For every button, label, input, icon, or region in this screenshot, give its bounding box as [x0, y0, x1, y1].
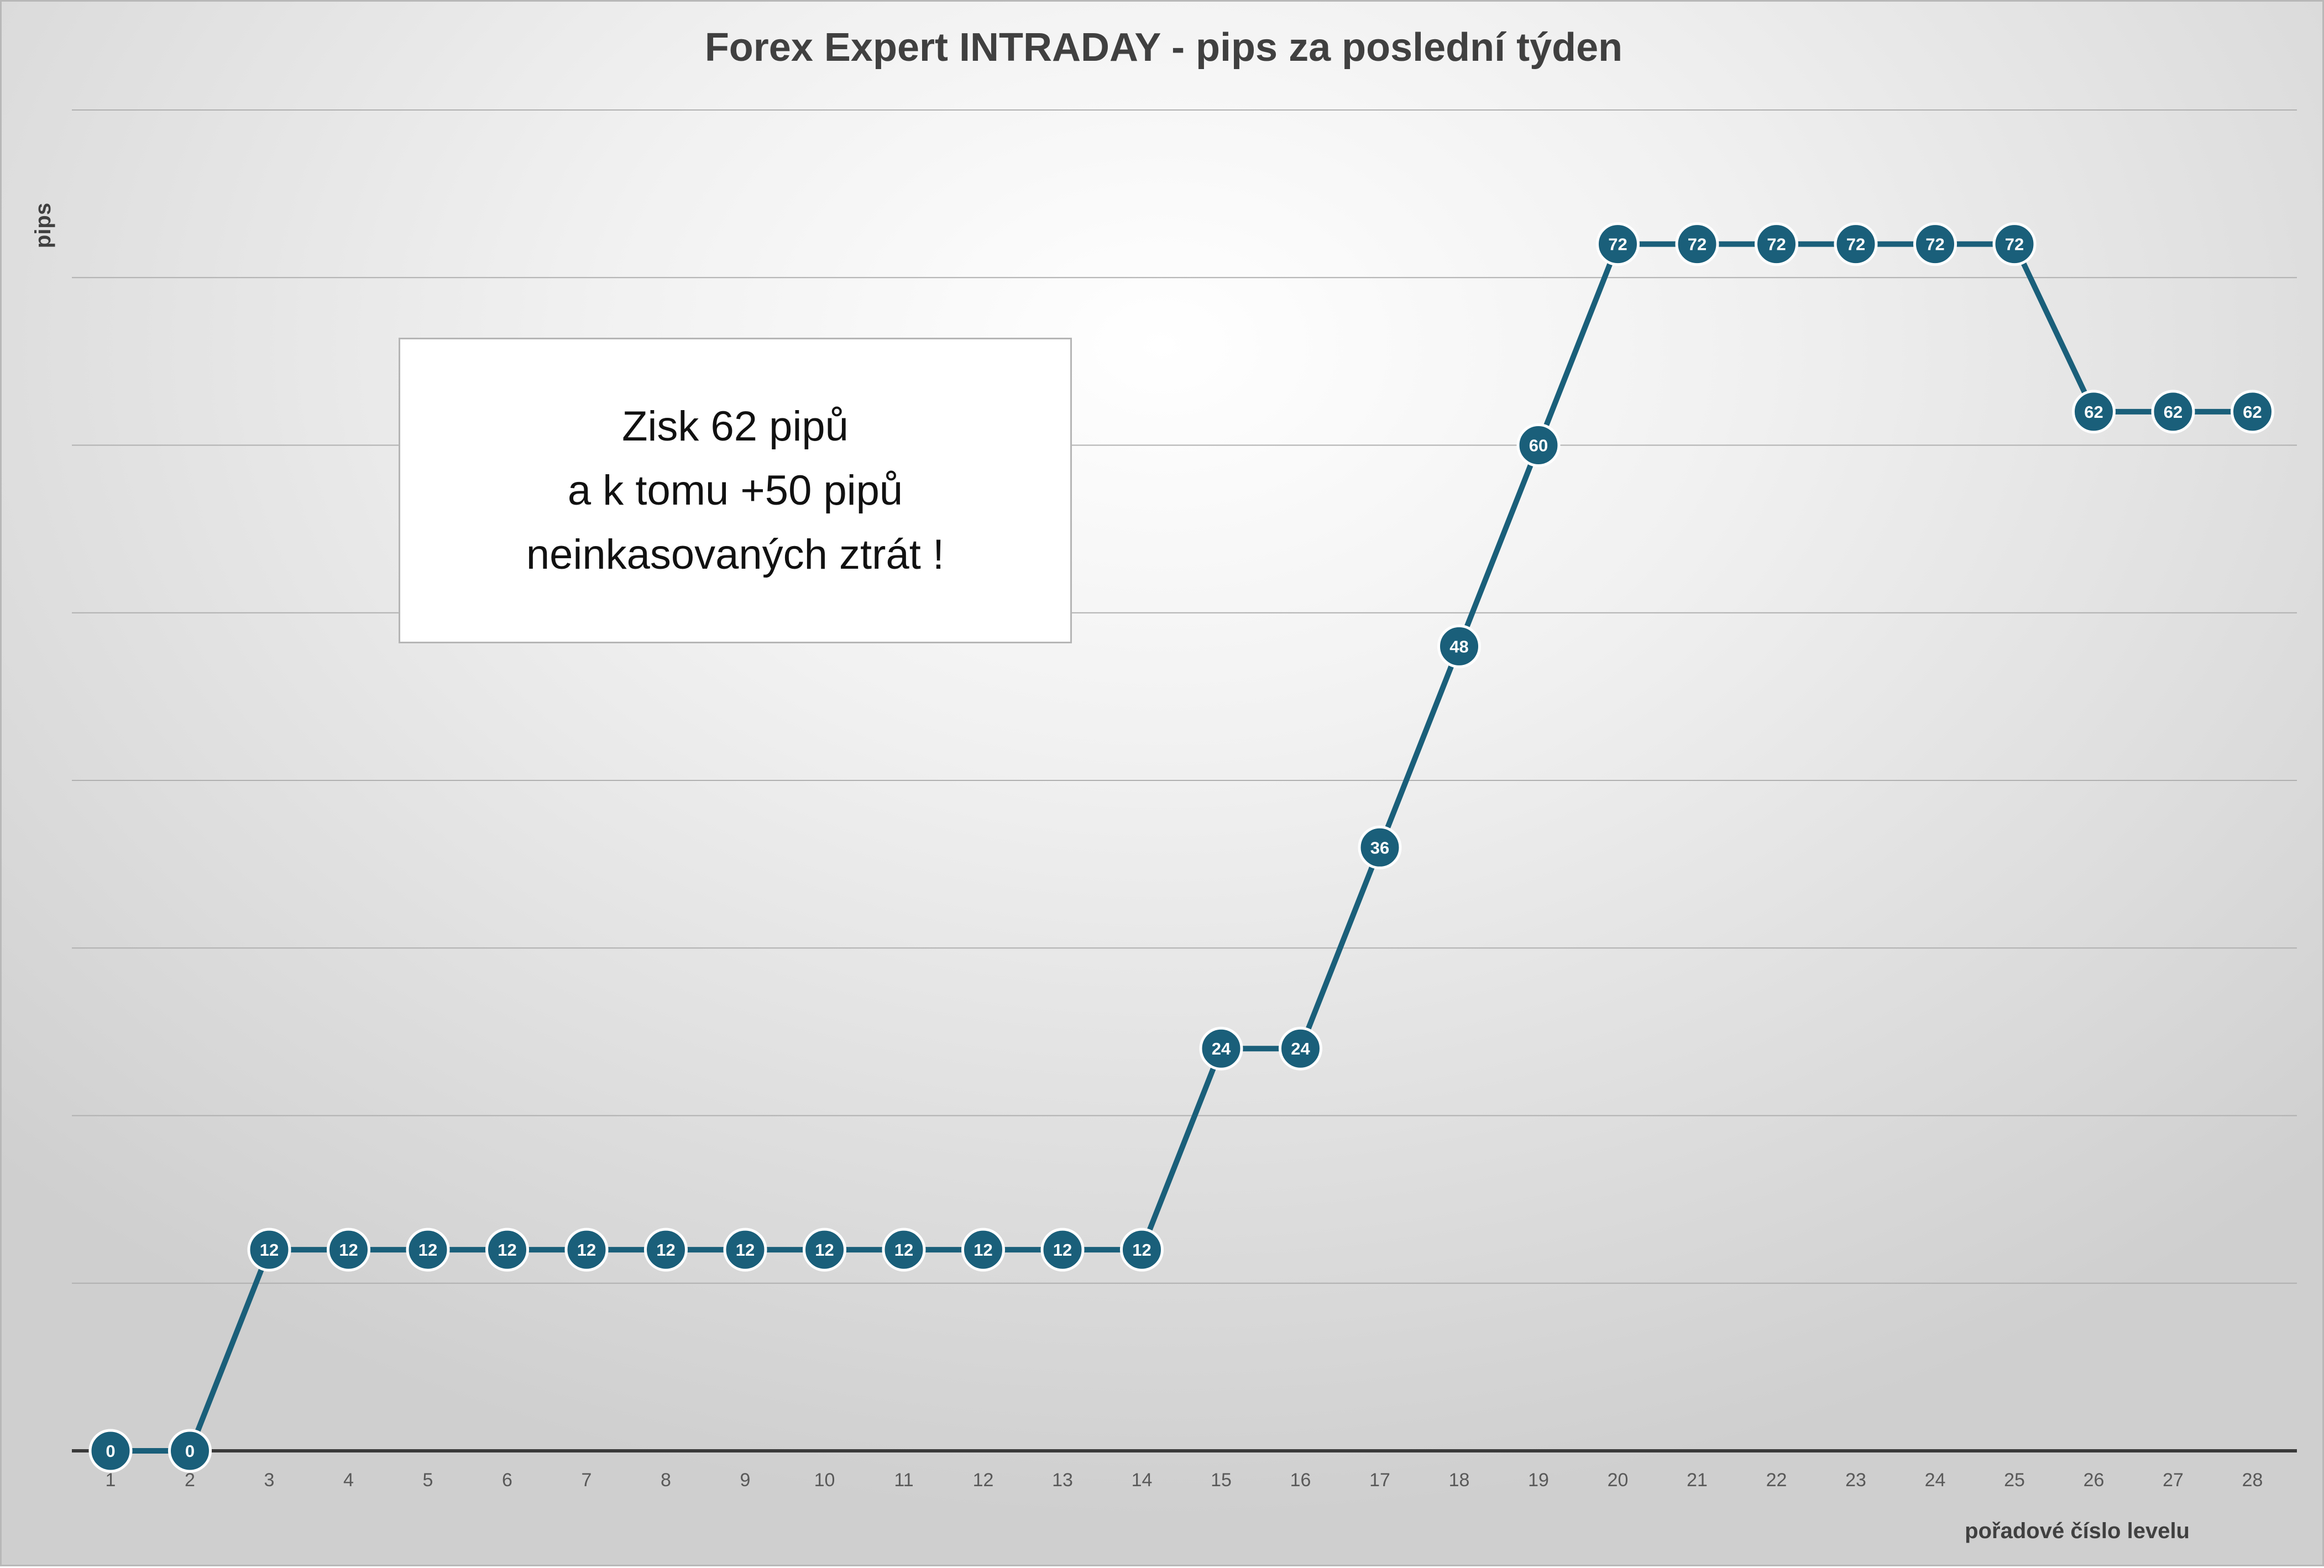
annotation-line-3: neinkasovaných ztrát ! [526, 531, 945, 578]
data-label: 12 [815, 1240, 834, 1260]
data-point [803, 1228, 846, 1272]
x-tick-label: 4 [343, 1470, 354, 1491]
data-point [2072, 390, 2116, 434]
data-label: 12 [1132, 1240, 1151, 1260]
x-tick-label: 20 [1608, 1470, 1629, 1491]
data-label: 12 [894, 1240, 913, 1260]
chart-title: Forex Expert INTRADAY - pips za poslední… [705, 25, 1622, 70]
data-point [1279, 1026, 1322, 1071]
data-point [168, 1429, 212, 1473]
data-point [1992, 222, 2037, 266]
annotation-box: Zisk 62 pipů a k tomu +50 pipů neinkasov… [399, 338, 1072, 643]
x-tick-label: 26 [2084, 1470, 2105, 1491]
data-label: 12 [736, 1240, 755, 1260]
data-point [564, 1228, 609, 1272]
data-point [644, 1228, 688, 1272]
data-label: 72 [2005, 235, 2024, 254]
data-label: 62 [2084, 402, 2103, 422]
x-tick-label: 19 [1528, 1470, 1549, 1491]
x-tick-label: 14 [1132, 1470, 1153, 1491]
x-tick-label: 18 [1449, 1470, 1470, 1491]
x-tick-label: 16 [1290, 1470, 1311, 1491]
data-point [1437, 624, 1481, 668]
data-point [1516, 423, 1561, 467]
x-tick-label: 10 [814, 1470, 835, 1491]
x-tick-label: 23 [1845, 1470, 1866, 1491]
data-label: 0 [185, 1441, 195, 1461]
data-label: 48 [1449, 637, 1468, 656]
data-point [723, 1228, 767, 1272]
x-tick-label: 12 [973, 1470, 994, 1491]
x-axis-label: pořadové číslo levelu [1965, 1519, 2190, 1543]
x-tick-label: 6 [502, 1470, 512, 1491]
data-label: 12 [418, 1240, 437, 1260]
data-label: 0 [106, 1441, 115, 1461]
x-tick-label: 22 [1766, 1470, 1787, 1491]
data-label: 12 [577, 1240, 596, 1260]
data-point [1596, 222, 1640, 266]
data-label: 72 [1767, 235, 1786, 254]
x-tick-label: 2 [185, 1470, 195, 1491]
data-label: 12 [1053, 1240, 1072, 1260]
data-point [1120, 1228, 1164, 1272]
data-point [1834, 222, 1878, 266]
x-tick-label: 27 [2163, 1470, 2184, 1491]
x-tick-label: 25 [2004, 1470, 2025, 1491]
data-label: 62 [2243, 402, 2262, 422]
data-point [485, 1228, 529, 1272]
data-point [406, 1228, 450, 1272]
x-tick-label: 28 [2242, 1470, 2263, 1491]
data-point [88, 1429, 133, 1473]
x-tick-label: 21 [1687, 1470, 1708, 1491]
data-point [1755, 222, 1798, 266]
x-tick-label: 8 [661, 1470, 671, 1491]
data-label: 72 [1925, 235, 1944, 254]
data-point [1199, 1026, 1243, 1071]
data-label: 72 [1608, 235, 1627, 254]
data-label: 60 [1529, 436, 1548, 455]
x-tick-label: 17 [1369, 1470, 1390, 1491]
data-label: 62 [2164, 402, 2182, 422]
data-label: 24 [1212, 1039, 1231, 1058]
data-point [247, 1228, 291, 1272]
x-tick-labels: 1 2 3 4 5 6 7 8 9 10 11 12 13 14 15 16 17 18 19 20 21 22 23 24 2… [106, 1470, 2263, 1491]
data-point [1913, 222, 1957, 266]
x-tick-label: 13 [1052, 1470, 1073, 1491]
data-point [1358, 825, 1402, 869]
series-layer: 0 0 12 12 12 12 12 12 12 12 12 12 12 12 24 24 36 48 60 72 72… [88, 222, 2274, 1473]
data-point [2151, 390, 2195, 434]
series-line [111, 241, 2253, 1454]
x-tick-label: 9 [740, 1470, 751, 1491]
x-tick-label: 15 [1211, 1470, 1232, 1491]
x-tick-label: 5 [423, 1470, 433, 1491]
annotation-line-1: Zisk 62 pipů [622, 402, 849, 450]
data-point [1040, 1228, 1085, 1272]
data-label: 72 [1846, 235, 1865, 254]
data-point [882, 1228, 926, 1272]
annotation-line-2: a k tomu +50 pipů [567, 466, 903, 514]
x-tick-label: 11 [894, 1470, 913, 1491]
data-label: 12 [260, 1240, 279, 1260]
y-axis-label: pips [31, 203, 55, 248]
data-label: 36 [1370, 838, 1389, 857]
x-tick-label: 7 [582, 1470, 592, 1491]
x-tick-label: 24 [1925, 1470, 1946, 1491]
x-tick-label: 3 [264, 1470, 275, 1491]
data-point [2231, 390, 2274, 434]
data-point [327, 1228, 370, 1272]
data-label: 12 [339, 1240, 358, 1260]
data-label: 72 [1688, 235, 1707, 254]
data-label: 24 [1291, 1039, 1310, 1058]
data-point [961, 1228, 1005, 1272]
data-point [1675, 222, 1719, 266]
data-label: 12 [973, 1240, 992, 1260]
data-label: 12 [656, 1240, 675, 1260]
x-tick-label: 1 [106, 1470, 116, 1491]
data-label: 12 [498, 1240, 516, 1260]
